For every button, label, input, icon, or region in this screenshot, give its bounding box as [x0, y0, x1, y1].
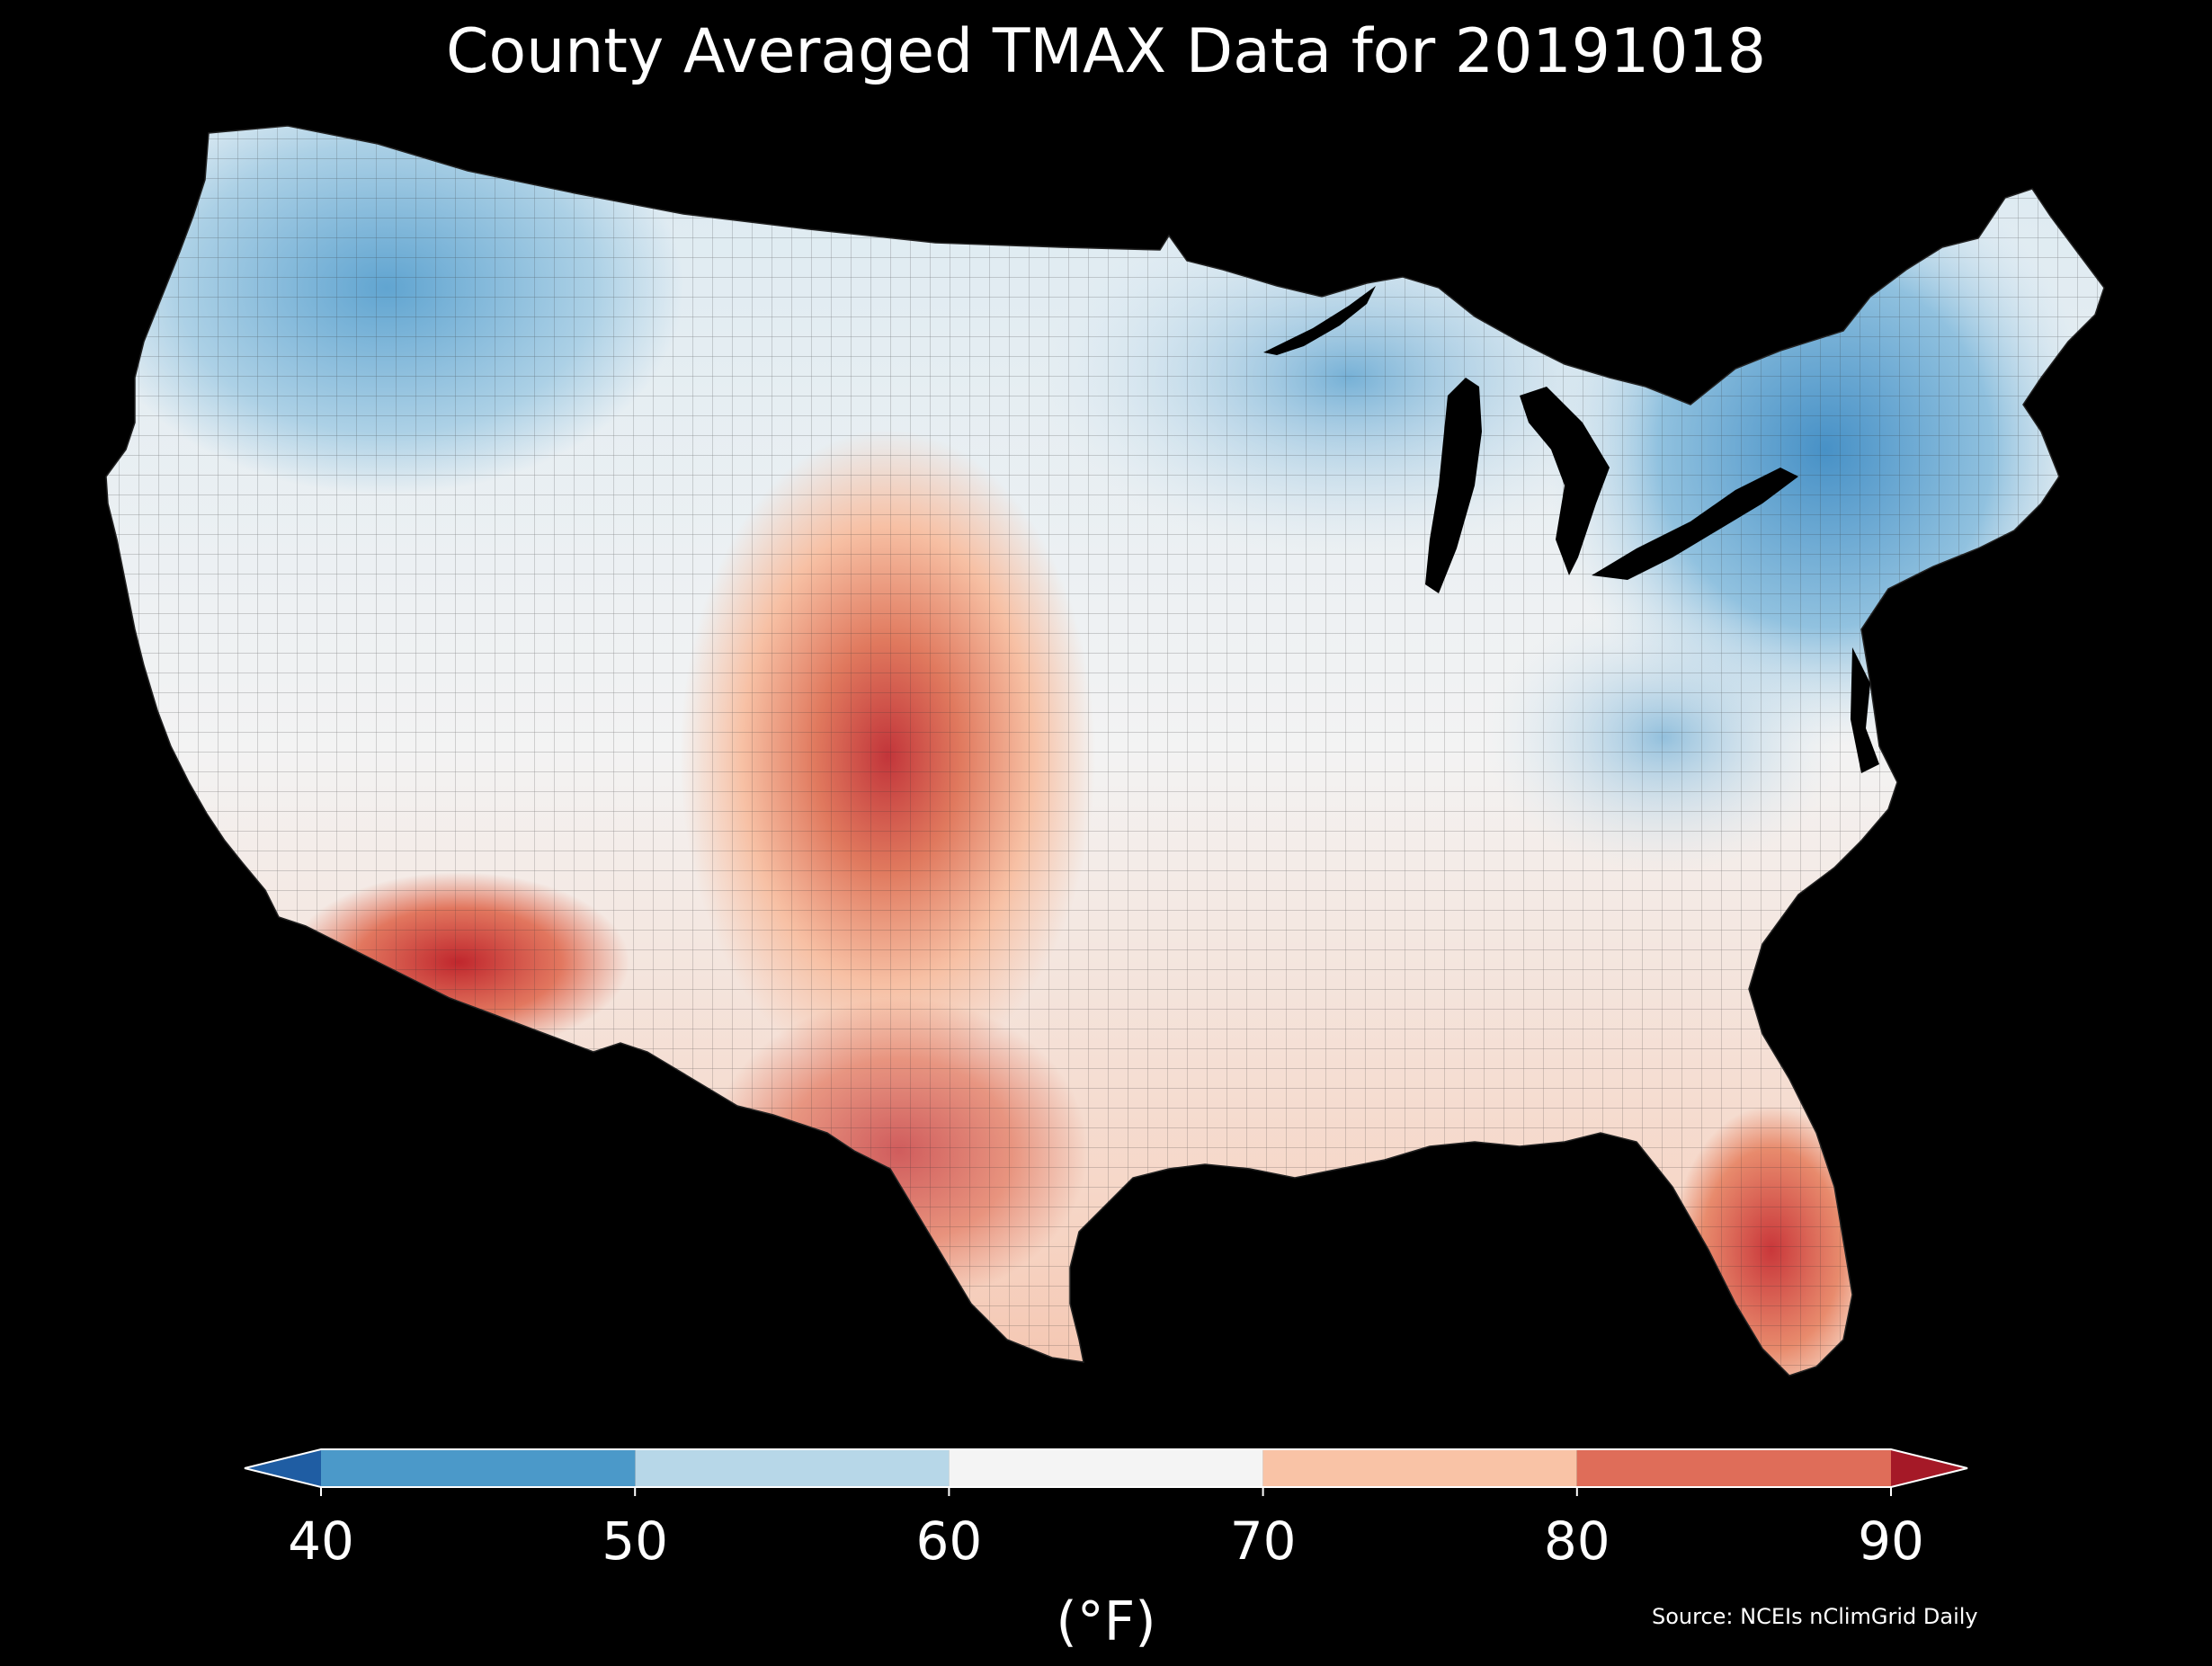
lake-huron — [1520, 387, 1610, 575]
colorbar-bin — [321, 1449, 636, 1487]
lake-erie-ontario — [1592, 468, 1798, 580]
source-note: Source: NCEIs nClimGrid Daily — [1652, 1604, 1978, 1629]
chesapeake-bay — [1851, 647, 1879, 773]
colorbar-tick-label: 40 — [288, 1510, 354, 1572]
lake-superior — [1263, 286, 1376, 355]
colorbar-bin — [1576, 1449, 1891, 1487]
colorbar-unit-label: (°F) — [1056, 1590, 1155, 1653]
colorbar-tick-label: 90 — [1858, 1510, 1924, 1572]
colorbar-tick-label: 60 — [915, 1510, 982, 1572]
colorbar-under-arrow — [245, 1449, 321, 1487]
colorbar-over-arrow — [1891, 1449, 1967, 1487]
colorbar-tick-label: 80 — [1544, 1510, 1610, 1572]
colorbar-bin — [949, 1449, 1263, 1487]
colorbar-tick-label: 50 — [602, 1510, 668, 1572]
map-title: County Averaged TMAX Data for 20191018 — [446, 16, 1766, 87]
colorbar-tick-label: 70 — [1230, 1510, 1297, 1572]
colorbar-bin — [635, 1449, 950, 1487]
colorbar-bin — [1262, 1449, 1577, 1487]
lake-michigan — [1425, 378, 1482, 593]
